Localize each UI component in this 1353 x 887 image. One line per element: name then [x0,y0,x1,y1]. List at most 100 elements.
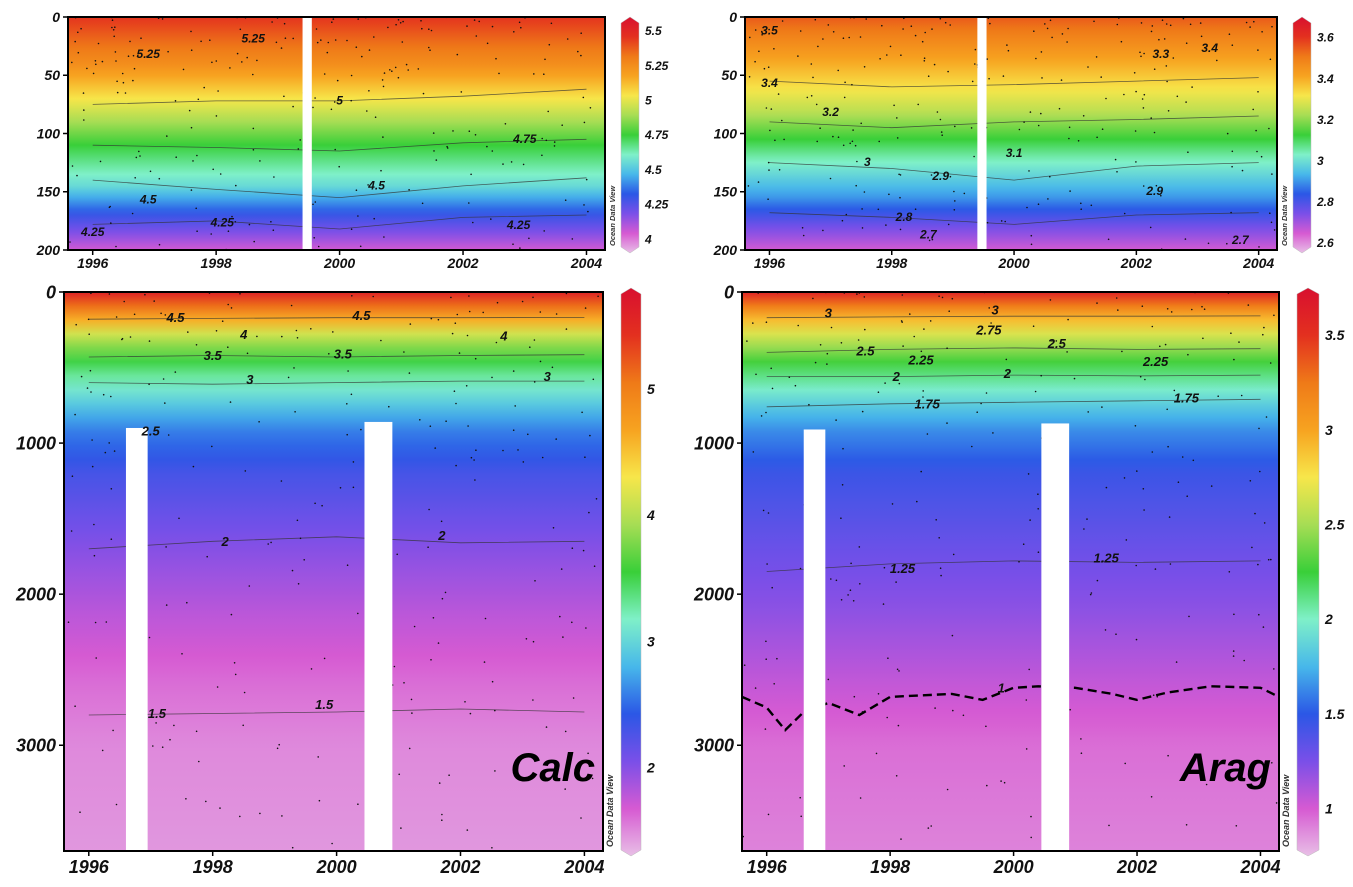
sample-dot [898,670,900,672]
sample-dot [1080,208,1082,210]
sample-dot [165,546,167,548]
sample-dot [1069,190,1071,192]
sample-dot [856,293,858,295]
sample-dot [474,134,477,136]
sample-dot [584,456,586,459]
sample-dot [564,199,567,201]
sample-dot [152,745,154,747]
sample-dot [988,77,990,80]
contour-line [88,354,585,358]
sample-dot [234,221,237,223]
sample-dot [453,390,456,393]
sample-dot [1172,57,1175,59]
sample-dot [743,664,746,666]
sample-dot [1231,165,1233,168]
sample-dot [383,72,386,74]
sample-dot [767,198,769,200]
sample-dot [808,403,810,406]
sample-dot [585,178,588,181]
sample-dot [589,107,592,109]
sample-dot [1135,161,1137,163]
sample-dot [806,96,809,99]
sample-dot [548,43,551,46]
sample-dot [323,657,326,660]
panel-top-left: 5.25 5.25 5 4.75 4.5 4.25 4.25 4.5 4.25 0 50 100 150… [36,9,669,271]
sample-dot [203,86,205,89]
sample-dot [129,336,132,338]
sample-dot [771,387,774,390]
sample-dot [1018,128,1021,131]
sample-dot [896,137,899,139]
sample-dot [529,346,531,349]
sample-dot [427,546,429,548]
sample-dot [939,17,942,20]
sample-dot [181,653,183,655]
sample-dot [895,581,897,583]
sample-dot [851,140,854,143]
sample-dot [584,307,587,309]
sample-dot [1232,650,1235,652]
sample-dot [243,691,246,694]
sample-dot [252,38,255,41]
sample-dot [496,301,499,304]
sample-dot [402,20,404,23]
sample-dot [441,813,443,816]
sample-dot [760,415,763,417]
sample-dot [861,208,863,210]
sample-dot [83,109,85,111]
sample-dot [914,208,917,210]
sample-dot [310,328,312,330]
sample-dot [888,193,890,196]
sample-dot [1044,23,1046,25]
sample-dot [110,538,113,540]
sample-dot [411,712,413,714]
sample-dot [80,27,82,30]
heatmap-field [742,292,1279,851]
contour-line [766,315,1261,319]
sample-dot [195,730,198,733]
contour-line [766,560,1261,572]
sample-dot [259,160,261,162]
contour-label: 5 [336,93,343,107]
y-tick-label: 0 [729,9,737,25]
sample-dot [110,222,112,224]
sample-dot [421,202,424,205]
sample-dot [419,419,421,421]
colorbar-tick-label: 1.5 [1325,706,1345,722]
sample-dot [1108,824,1110,827]
contour-label: 3 [825,306,833,321]
sample-dot [832,31,835,33]
sample-dot [1018,561,1020,563]
sample-dot [468,295,470,297]
sample-dot [1257,49,1259,51]
sample-dot [482,311,485,314]
sample-dot [583,204,585,206]
sample-dot [842,37,845,39]
sample-dot [86,387,89,389]
sample-dot [86,67,88,70]
contour-label: 2.9 [1145,184,1163,198]
sample-dot [1199,22,1202,24]
sample-dot [897,724,900,727]
sample-dot [422,92,425,95]
sample-dot [230,613,233,616]
sample-dot [188,109,191,112]
sample-dot [408,189,410,191]
sample-dot [850,562,852,565]
sample-dot [310,668,313,670]
sample-dot [229,67,231,69]
sample-dot [532,296,534,299]
sample-dot [421,27,423,30]
colorbar-tick-label: 3 [1317,154,1324,168]
sample-dot [572,697,575,699]
y-tick-label: 100 [37,125,61,141]
panel-bottom-right: 3 32.752.52.52.25 2.252 21.75 1.751.251.2510… [693,282,1345,877]
sample-dot [860,122,862,125]
sample-dot [333,101,336,103]
sample-dot [160,312,162,315]
sample-dot [1080,202,1082,205]
sample-dot [1068,126,1071,129]
sample-dot [1217,395,1219,398]
sample-dot [1210,485,1213,487]
sample-dot [456,313,459,316]
